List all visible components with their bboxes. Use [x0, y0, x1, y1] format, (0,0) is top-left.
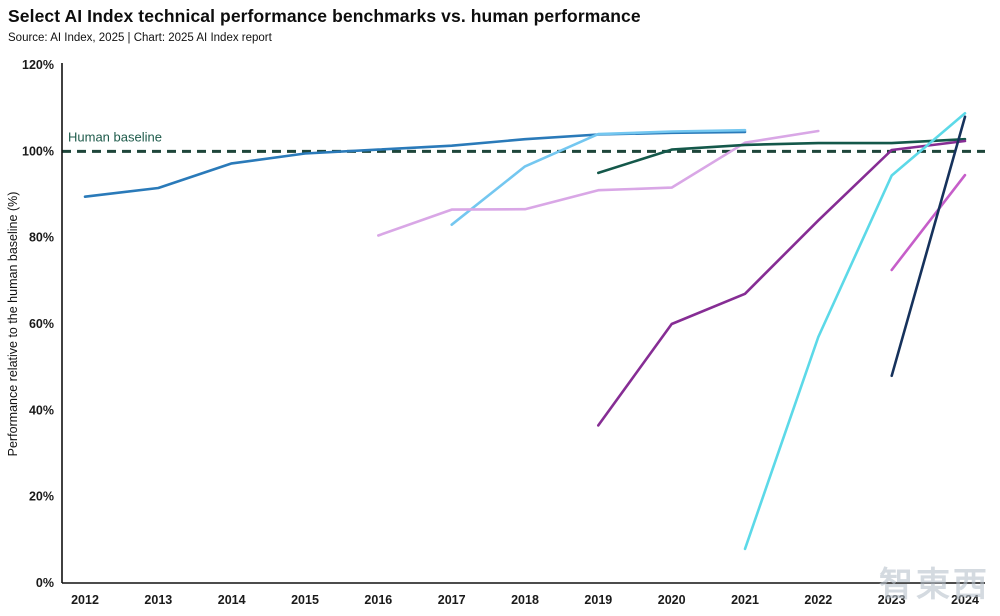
x-tick-label: 2019: [584, 593, 612, 607]
series-line-magenta: [890, 173, 967, 272]
human-baseline-label: Human baseline: [68, 129, 162, 144]
series-line-cyan: [743, 112, 967, 551]
x-tick-label: 2013: [144, 593, 172, 607]
series-line-navy: [890, 115, 967, 378]
x-tick-label: 2012: [71, 593, 99, 607]
series-line-lavender: [376, 129, 820, 237]
series-line-dark-green: [596, 137, 967, 175]
watermark-logo: 智東西: [879, 566, 990, 604]
x-tick-label: 2015: [291, 593, 319, 607]
x-tick-label: 2018: [511, 593, 539, 607]
chart-header: Select AI Index technical performance be…: [8, 6, 641, 44]
series-line-sky-blue: [450, 128, 747, 226]
series-line-purple: [596, 139, 967, 427]
x-tick-label: 2016: [364, 593, 392, 607]
y-tick-label: 20%: [29, 490, 54, 504]
x-tick-label: 2021: [731, 593, 759, 607]
chart-source-note: Source: AI Index, 2025 | Chart: 2025 AI …: [8, 32, 272, 44]
x-tick-label: 2022: [804, 593, 832, 607]
y-tick-label: 60%: [29, 317, 54, 331]
y-tick-label: 80%: [29, 231, 54, 245]
y-tick-label: 0%: [36, 576, 54, 590]
x-tick-label: 2014: [218, 593, 246, 607]
y-tick-label: 120%: [22, 58, 54, 72]
x-tick-label: 2017: [438, 593, 466, 607]
x-tick-label: 2020: [658, 593, 686, 607]
x-tick-label: 2023: [878, 593, 906, 607]
x-tick-label: 2024: [951, 593, 979, 607]
series-line-blue: [83, 130, 747, 198]
y-tick-label: 40%: [29, 403, 54, 417]
y-axis-label: Performance relative to the human baseli…: [6, 191, 20, 457]
y-tick-label: 100%: [22, 144, 54, 158]
page-title: Select AI Index technical performance be…: [8, 6, 641, 26]
